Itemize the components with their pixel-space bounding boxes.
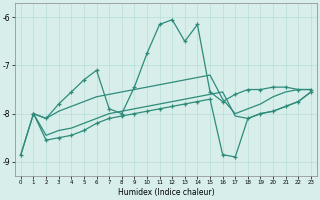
X-axis label: Humidex (Indice chaleur): Humidex (Indice chaleur) xyxy=(117,188,214,197)
